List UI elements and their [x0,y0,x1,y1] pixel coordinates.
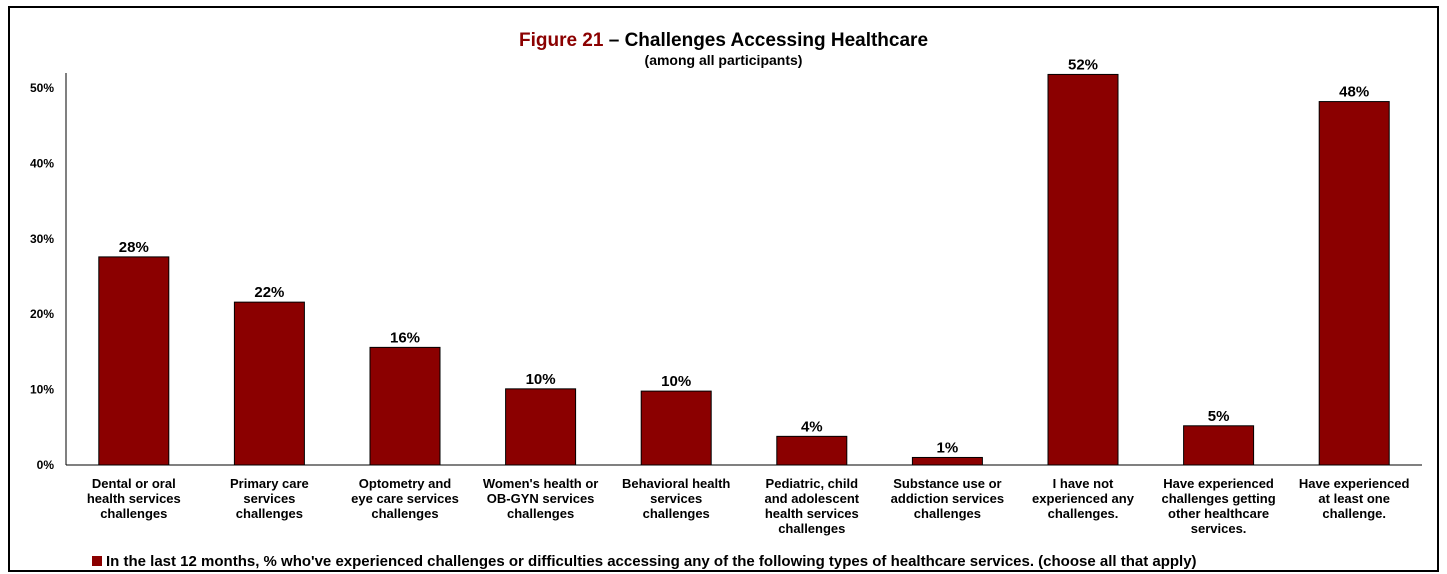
data-label: 22% [254,284,284,301]
x-category-label: at least one [1318,491,1390,506]
data-label: 4% [801,418,823,435]
y-tick-label: 30% [30,232,54,246]
x-category-label: other healthcare [1168,506,1269,521]
bar [911,456,983,466]
bar [98,256,170,466]
bar [505,388,577,466]
x-category-label: Have experienced [1163,476,1274,491]
figure-label: Figure 21 [518,30,604,51]
chart-frame [8,6,1439,572]
data-label: 16% [390,329,420,346]
y-tick-label: 20% [30,307,54,321]
y-tick-label: 10% [30,383,54,397]
legend-swatch [92,556,102,566]
data-label: 28% [119,239,149,256]
chart-subtitle: (among all participants) [644,52,803,68]
x-category-label: challenge. [1322,506,1386,521]
legend: In the last 12 months, % who've experien… [92,553,1197,571]
x-category-label: Dental or oral [92,476,176,491]
x-category-label: challenges. [1048,506,1119,521]
x-category-label: eye care services [351,491,459,506]
data-label: 1% [937,439,959,456]
bar [233,301,305,466]
x-category-label: Women's health or [483,476,599,491]
bar [1047,73,1119,466]
chart-title-text: – Challenges Accessing Healthcare [608,30,929,51]
x-category-label: challenges [914,506,981,521]
bar [1318,101,1390,466]
x-category-label: Have experienced [1299,476,1410,491]
x-category-label: Primary care [230,476,309,491]
y-tick-label: 40% [30,156,54,170]
bar [640,390,712,466]
x-category-label: challenges [643,506,710,521]
x-category-label: and adolescent [764,491,859,506]
y-tick-label: 50% [30,81,54,95]
x-category-label: experienced any [1032,491,1135,506]
x-category-label: challenges getting [1162,491,1276,506]
x-category-label: Optometry and [359,476,452,491]
data-label: 52% [1068,56,1098,73]
x-category-label: Pediatric, child [766,476,859,491]
chart-title: Figure 21 – Challenges Accessing Healthc… [0,30,1447,52]
data-label: 10% [661,373,691,390]
data-label: 48% [1339,84,1369,101]
data-label: 5% [1208,408,1230,425]
bar [369,346,441,466]
x-category-label: challenges [236,506,303,521]
x-category-label: challenges [371,506,438,521]
x-category-label: OB-GYN services [487,491,595,506]
x-category-label: health services [87,491,181,506]
x-category-label: Substance use or [893,476,1001,491]
x-category-label: health services [765,506,859,521]
legend-label: In the last 12 months, % who've experien… [106,553,1197,570]
x-category-label: challenges [778,521,845,536]
bar [1183,425,1255,466]
x-category-label: challenges [507,506,574,521]
bar [776,435,848,466]
data-label: 10% [526,371,556,388]
x-category-label: challenges [100,506,167,521]
x-category-label: Behavioral health [622,476,730,491]
x-category-label: services [243,491,295,506]
x-category-label: I have not [1053,476,1114,491]
x-category-label: services [650,491,702,506]
x-category-label: addiction services [891,491,1004,506]
x-category-label: services. [1191,521,1247,536]
y-tick-label: 0% [37,458,55,472]
chart-title-block: Figure 21 – Challenges Accessing Healthc… [0,30,1447,68]
